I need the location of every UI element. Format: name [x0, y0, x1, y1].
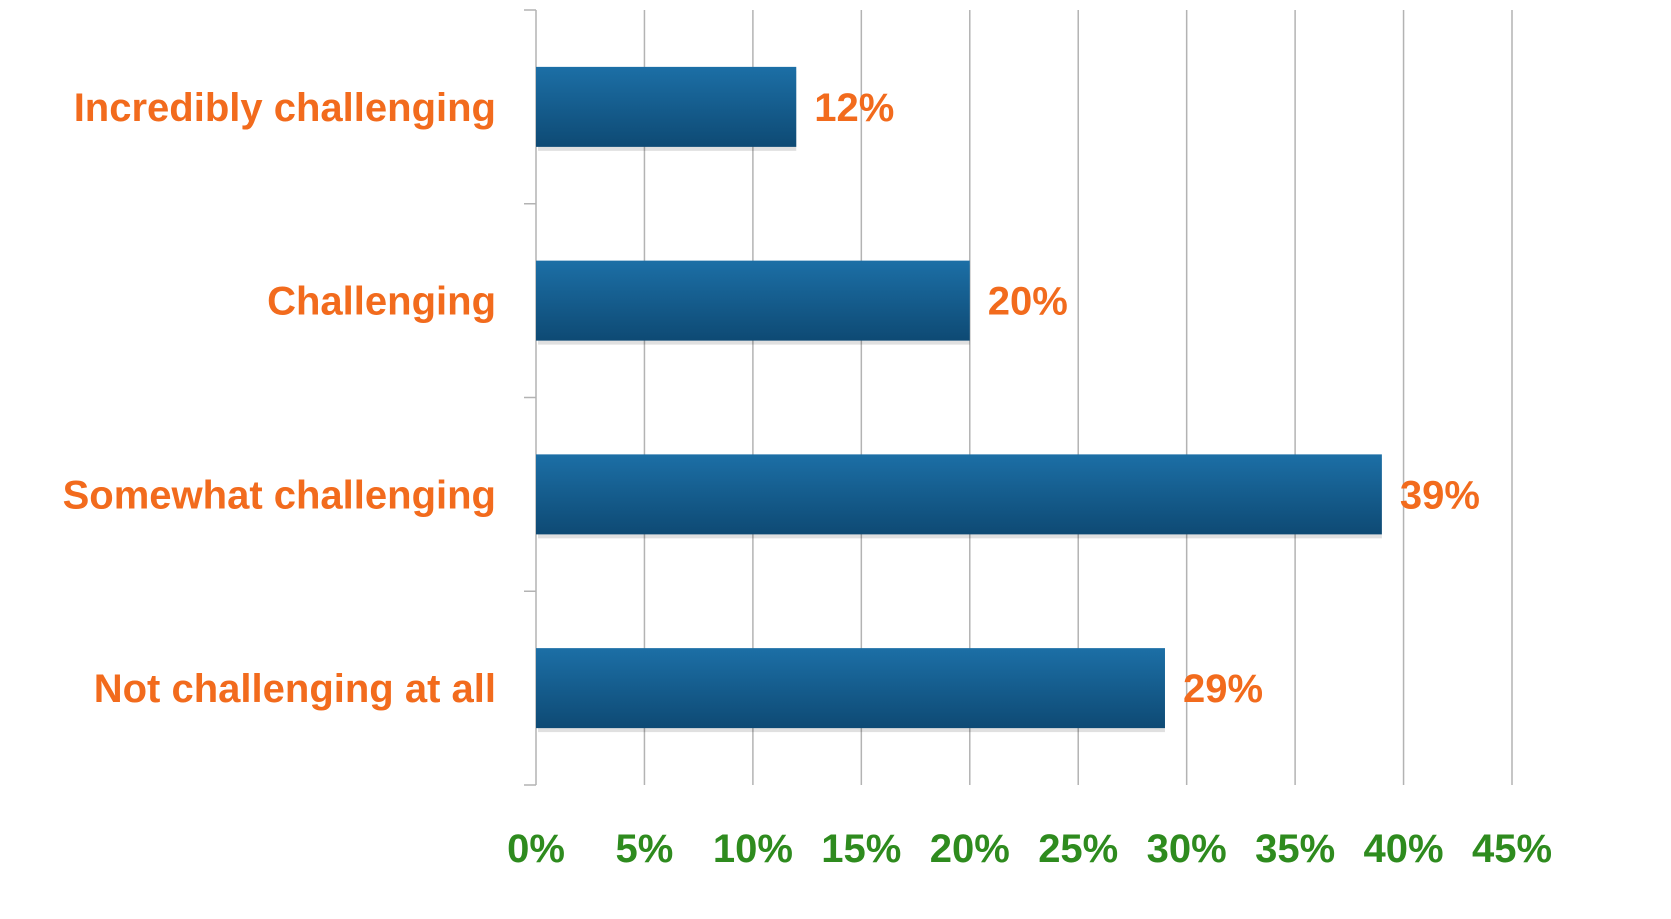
category-labels: Incredibly challenging Challenging Somewha… — [63, 86, 496, 711]
category-label: Somewhat challenging — [63, 473, 496, 517]
data-label: 29% — [1183, 667, 1263, 711]
data-label: 20% — [988, 280, 1068, 324]
x-tick-label: 15% — [821, 827, 901, 871]
bar — [536, 454, 1382, 535]
x-tick-label: 0% — [507, 827, 565, 871]
bar — [536, 260, 970, 341]
x-tick-label: 35% — [1255, 827, 1335, 871]
data-label: 12% — [814, 86, 894, 130]
category-label: Incredibly challenging — [74, 86, 496, 130]
category-label: Not challenging at all — [94, 667, 496, 711]
x-tick-label: 5% — [616, 827, 674, 871]
x-tick-label: 45% — [1472, 827, 1552, 871]
x-tick-labels: 0% 5% 10% 15% 20% 25% 30% 35% 40% 45% — [507, 827, 1552, 871]
category-label: Challenging — [267, 280, 496, 324]
x-tick-label: 10% — [713, 827, 793, 871]
x-tick-label: 25% — [1038, 827, 1118, 871]
x-tick-label: 40% — [1364, 827, 1444, 871]
data-label: 39% — [1400, 473, 1480, 517]
data-labels: 12% 20% 39% 29% — [814, 86, 1480, 711]
bar — [536, 648, 1165, 729]
x-tick-label: 30% — [1147, 827, 1227, 871]
bar — [536, 66, 797, 147]
y-axis — [524, 9, 537, 786]
bars — [536, 66, 1382, 733]
x-tick-label: 20% — [930, 827, 1010, 871]
